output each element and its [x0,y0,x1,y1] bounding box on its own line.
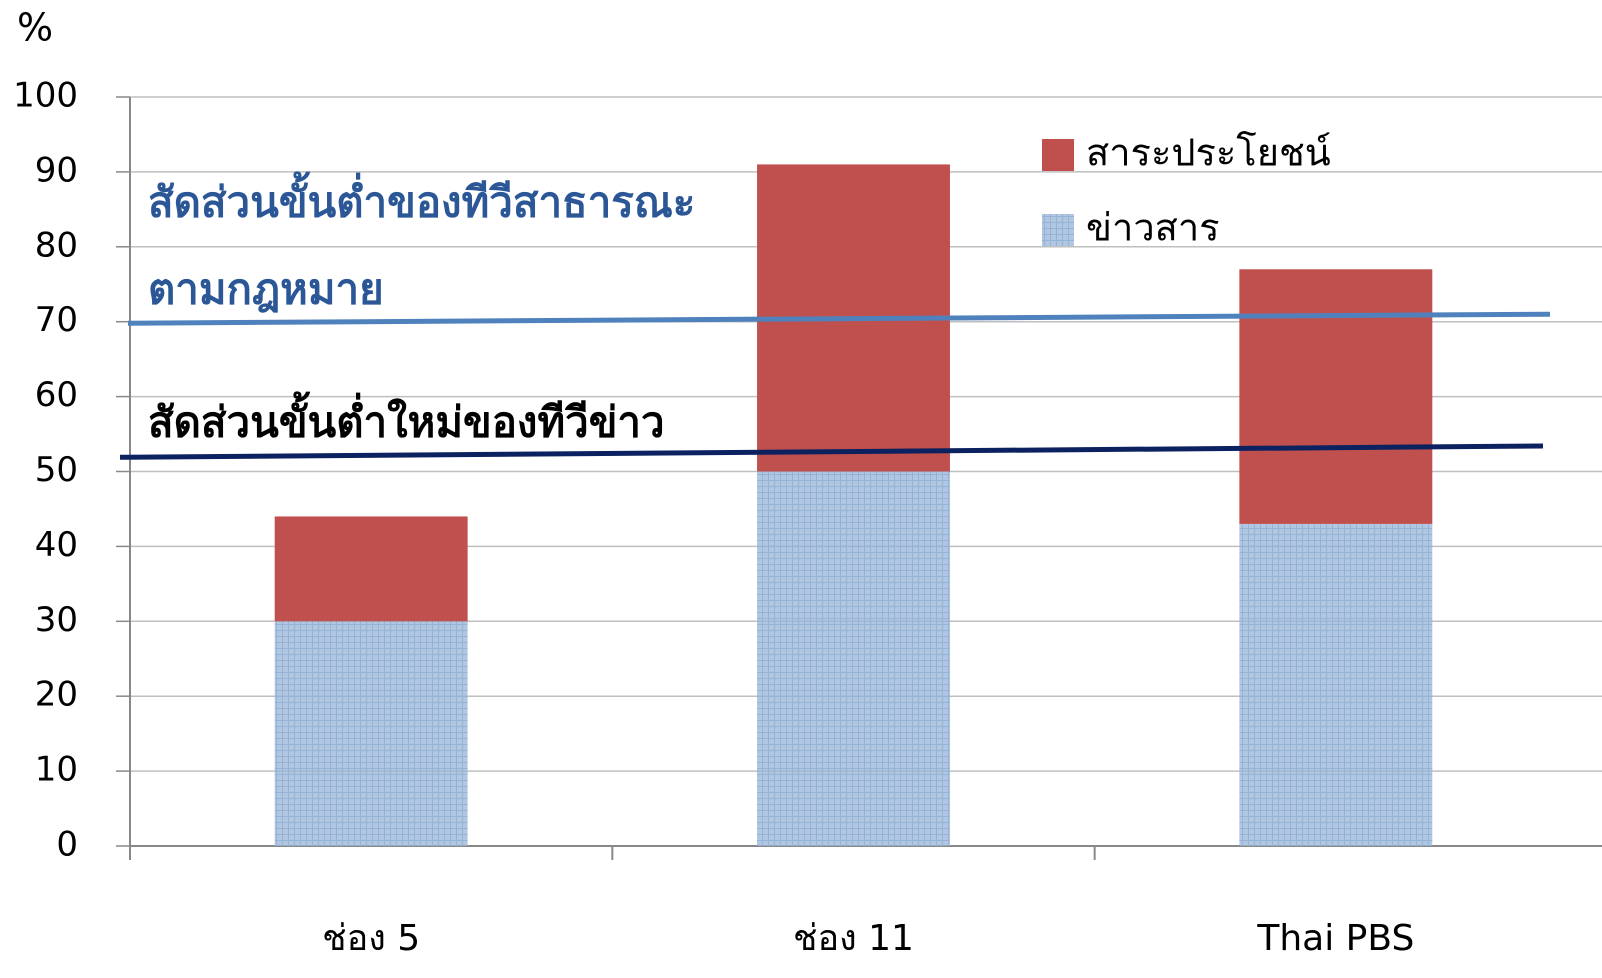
bar-segment [1239,523,1433,846]
y-tick-label: 0 [56,825,78,865]
x-tick-label: Thai PBS [1256,918,1414,959]
y-tick-label: 10 [35,750,78,790]
x-tick-label: ช่อง 11 [793,918,914,959]
bar-segment [757,471,950,846]
y-tick-label: 100 [13,76,78,116]
bar-segment [274,621,468,846]
y-tick-label: 70 [35,300,78,340]
y-tick-label: 50 [35,450,78,490]
y-tick-label: 60 [35,375,78,415]
y-axis-label: % [17,6,53,50]
reference-line [119,443,1544,460]
legend-label: ข่าวสาร [1086,206,1220,250]
annotation: ตามกฎหมาย [148,265,384,314]
bar-segment [274,516,468,622]
reference-line [127,311,1551,326]
annotation: สัดส่วนขั้นต่ำใหม่ของทีวีข่าว [148,391,665,447]
y-tick-label: 80 [35,225,78,265]
x-tick-label: ช่อง 5 [322,918,420,959]
legend-label: สาระประโยชน์ [1086,131,1331,175]
y-tick-label: 30 [35,600,78,640]
y-tick-label: 40 [35,525,78,565]
bar-segment [1239,269,1433,524]
y-tick-label: 20 [35,675,78,715]
y-tick-label: 90 [35,150,78,190]
legend-swatch [1042,139,1074,171]
annotation: สัดส่วนขั้นต่ำของทีวีสาธารณะ [148,171,695,227]
legend-swatch [1042,214,1074,246]
